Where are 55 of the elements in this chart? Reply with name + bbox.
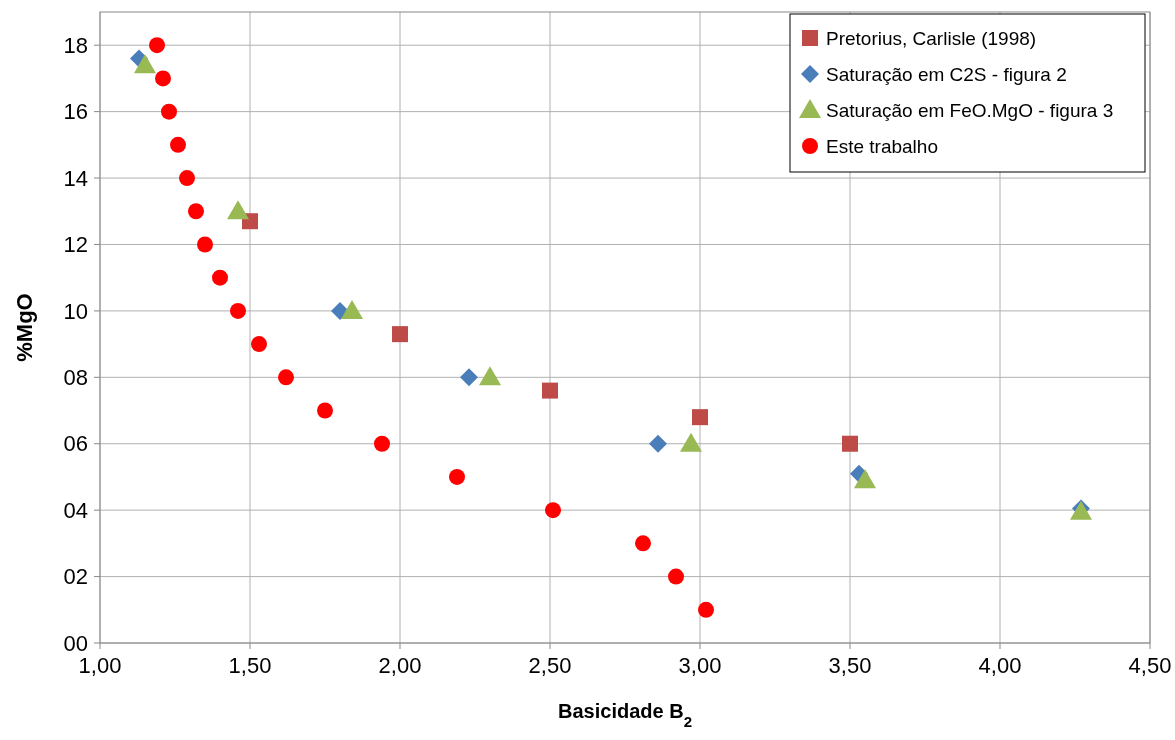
y-tick-label: 06 [63, 431, 88, 457]
y-axis-title: %MgO [12, 293, 37, 362]
point [854, 469, 876, 489]
y-tick-label: 08 [63, 365, 88, 391]
point [212, 269, 228, 286]
point [460, 368, 478, 387]
x-tick-label: 3,50 [828, 653, 872, 678]
point [278, 369, 294, 386]
point [197, 236, 213, 253]
point [227, 200, 249, 220]
y-tick-label: 10 [63, 298, 88, 324]
point [149, 37, 165, 54]
point [449, 468, 465, 485]
point [392, 326, 408, 343]
y-tick-label: 18 [63, 32, 88, 58]
x-tick-label: 1,50 [228, 653, 272, 678]
y-tick-label: 04 [63, 497, 88, 523]
point [542, 382, 558, 399]
point [680, 432, 702, 452]
point [179, 170, 195, 187]
point [545, 502, 561, 519]
legend-label: Pretorius, Carlisle (1998) [826, 27, 1037, 49]
point [230, 302, 246, 319]
y-tick-label: 00 [63, 630, 88, 656]
x-axis-title: Basicidade B$_{2}$ [558, 700, 692, 730]
y-tick-label: 16 [63, 99, 88, 125]
point [317, 402, 333, 419]
point [635, 535, 651, 552]
x-tick-label: 4,00 [978, 653, 1022, 678]
point [251, 336, 267, 353]
point [374, 435, 390, 452]
x-tick-label: 1,00 [78, 653, 122, 678]
point [698, 601, 714, 618]
y-tick-label: 14 [63, 165, 88, 191]
x-tick-label: 3,00 [678, 653, 722, 678]
point [479, 366, 501, 386]
point [188, 203, 204, 220]
y-tick-label: 02 [63, 564, 88, 590]
point [134, 54, 156, 74]
point [331, 301, 349, 320]
x-tick-label: 2,00 [378, 653, 422, 678]
point [649, 434, 667, 453]
legend-label: Este trabalho [826, 135, 938, 157]
x-tick-label: 2,50 [528, 653, 572, 678]
legend-label: Saturação em FeO.MgO - figura 3 [826, 99, 1114, 121]
point [170, 136, 186, 153]
point [842, 435, 858, 452]
point [341, 299, 363, 319]
point [692, 409, 708, 426]
legend-label: Saturação em C2S - figura 2 [826, 63, 1067, 85]
point [668, 568, 684, 585]
x-tick-label: 4,50 [1128, 653, 1172, 678]
point [161, 103, 177, 120]
point [155, 70, 171, 87]
y-tick-label: 12 [63, 232, 88, 258]
